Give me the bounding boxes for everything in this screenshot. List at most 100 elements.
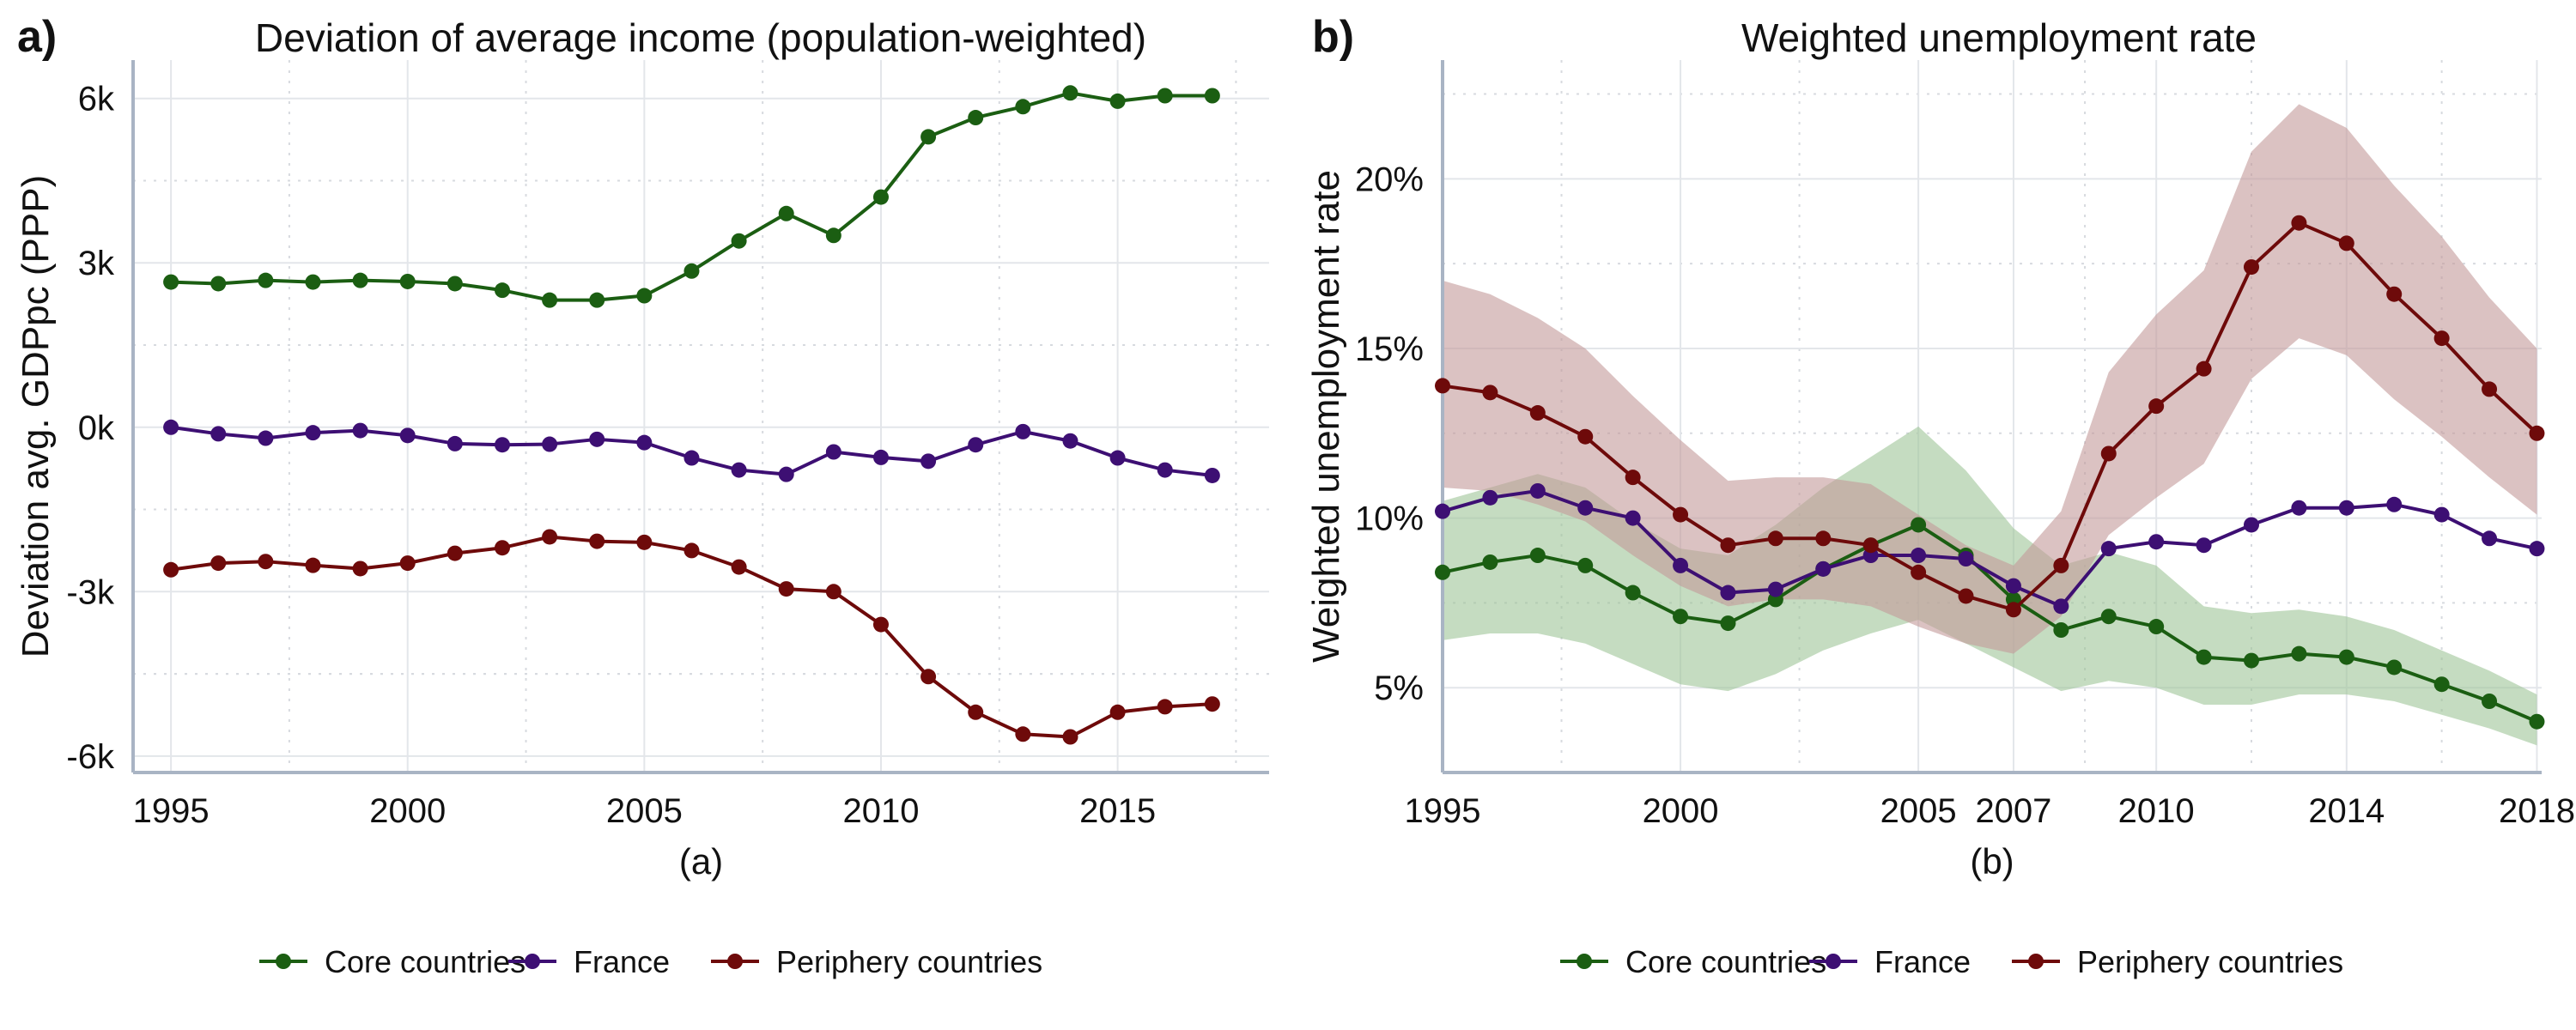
data-point [2433, 330, 2450, 347]
data-point [731, 462, 747, 478]
data-point [447, 276, 463, 292]
data-point [1204, 88, 1220, 104]
data-point [2482, 530, 2498, 547]
legend-item-periphery-countries: Periphery countries [711, 944, 1042, 979]
legend-swatch-point [1826, 954, 1841, 969]
data-point [1435, 378, 1450, 394]
legend: Core countries France Periphery countries [1560, 944, 2343, 979]
data-point [210, 555, 227, 572]
data-point [2196, 360, 2212, 377]
data-point [2243, 259, 2259, 276]
data-point [2053, 557, 2069, 573]
data-point [399, 555, 416, 572]
data-point [683, 542, 700, 559]
x-tick-label: 2000 [1643, 792, 1719, 830]
data-point [2100, 541, 2117, 557]
data-point [1815, 560, 1832, 577]
data-point [2529, 425, 2545, 441]
legend-swatch-point [525, 954, 540, 969]
data-point [1109, 450, 1126, 466]
data-point [1204, 467, 1220, 483]
legend-label: Periphery countries [776, 944, 1042, 979]
y-tick-label: -3k [66, 573, 115, 611]
data-point [2338, 500, 2354, 516]
x-tick-label: 2015 [1079, 792, 1156, 830]
data-point [2243, 517, 2259, 533]
data-point [778, 581, 794, 597]
legend-swatch-point [1577, 954, 1592, 969]
data-point [778, 205, 794, 221]
y-tick-label: -6k [66, 738, 115, 776]
data-point [2005, 578, 2021, 594]
data-point [2433, 676, 2450, 693]
data-point [2386, 286, 2403, 302]
x-tick-label: 2010 [842, 792, 919, 830]
legend-item-core-countries: Core countries [1560, 944, 1826, 979]
y-axis-label: Deviation avg. GDPpc (PPP) [15, 175, 57, 657]
data-point [825, 227, 841, 244]
data-point [1720, 537, 1736, 554]
data-point [1625, 585, 1641, 601]
data-point [1482, 554, 1498, 570]
data-point [1720, 585, 1736, 601]
data-point [305, 557, 321, 573]
y-tick-label: 15% [1355, 330, 1424, 368]
data-point [636, 434, 653, 451]
data-point [872, 616, 889, 633]
data-point [1204, 696, 1220, 712]
data-point [683, 263, 700, 279]
data-point [2386, 659, 2403, 676]
data-point [1862, 537, 1879, 554]
x-tick-label: 2005 [1880, 792, 1957, 830]
data-point [447, 545, 463, 561]
data-point [778, 466, 794, 482]
data-point [399, 273, 416, 289]
data-point [352, 422, 368, 439]
series-core-countries [163, 85, 1220, 308]
panel-a: 1995 2000 2005 2010 2015 6k 3k 0k -3k -6k a) Deviat… [15, 12, 1269, 979]
data-point [731, 559, 747, 575]
data-point [1911, 564, 1927, 580]
data-point [2243, 652, 2259, 669]
data-point [1720, 615, 1736, 632]
x-axis-label: (b) [1970, 841, 2014, 882]
data-point [1062, 729, 1078, 745]
legend-swatch-point [2028, 954, 2044, 969]
data-point [1767, 530, 1783, 547]
panel-b: 1995 2000 2005 2007 2010 2014 2018 20% 15% 10% 5% b… [1305, 12, 2575, 979]
data-point [920, 669, 937, 685]
legend-swatch-point [727, 954, 743, 969]
data-point [2291, 215, 2307, 231]
data-point [542, 292, 558, 308]
data-point [163, 561, 179, 578]
data-point [872, 449, 889, 465]
data-point [1062, 85, 1078, 101]
series-line [1442, 488, 2537, 609]
data-point [1767, 581, 1783, 597]
data-point [731, 233, 747, 249]
panel-label: a) [17, 12, 57, 62]
x-tick-label: 2014 [2308, 792, 2385, 830]
data-point [1911, 548, 1927, 564]
data-point [1015, 726, 1031, 742]
series-periphery-countries [163, 529, 1220, 745]
y-tick-label: 6k [78, 81, 115, 118]
data-point [2338, 649, 2354, 665]
data-point [1015, 423, 1031, 439]
y-axis-label: Weighted unemployment rate [1305, 170, 1347, 663]
series-periphery-countries [1435, 215, 2545, 618]
data-point [1673, 557, 1689, 573]
data-point [636, 288, 653, 304]
data-point [2196, 649, 2212, 665]
data-point [1015, 99, 1031, 115]
data-point [1673, 506, 1689, 523]
data-point [1625, 510, 1641, 526]
data-point [1529, 482, 1546, 499]
data-point [494, 540, 510, 556]
legend-label: France [574, 944, 670, 979]
data-point [2291, 500, 2307, 516]
data-point [2291, 645, 2307, 662]
data-point [968, 110, 984, 126]
data-point [163, 419, 179, 435]
legend-item-france: France [1809, 944, 1971, 979]
